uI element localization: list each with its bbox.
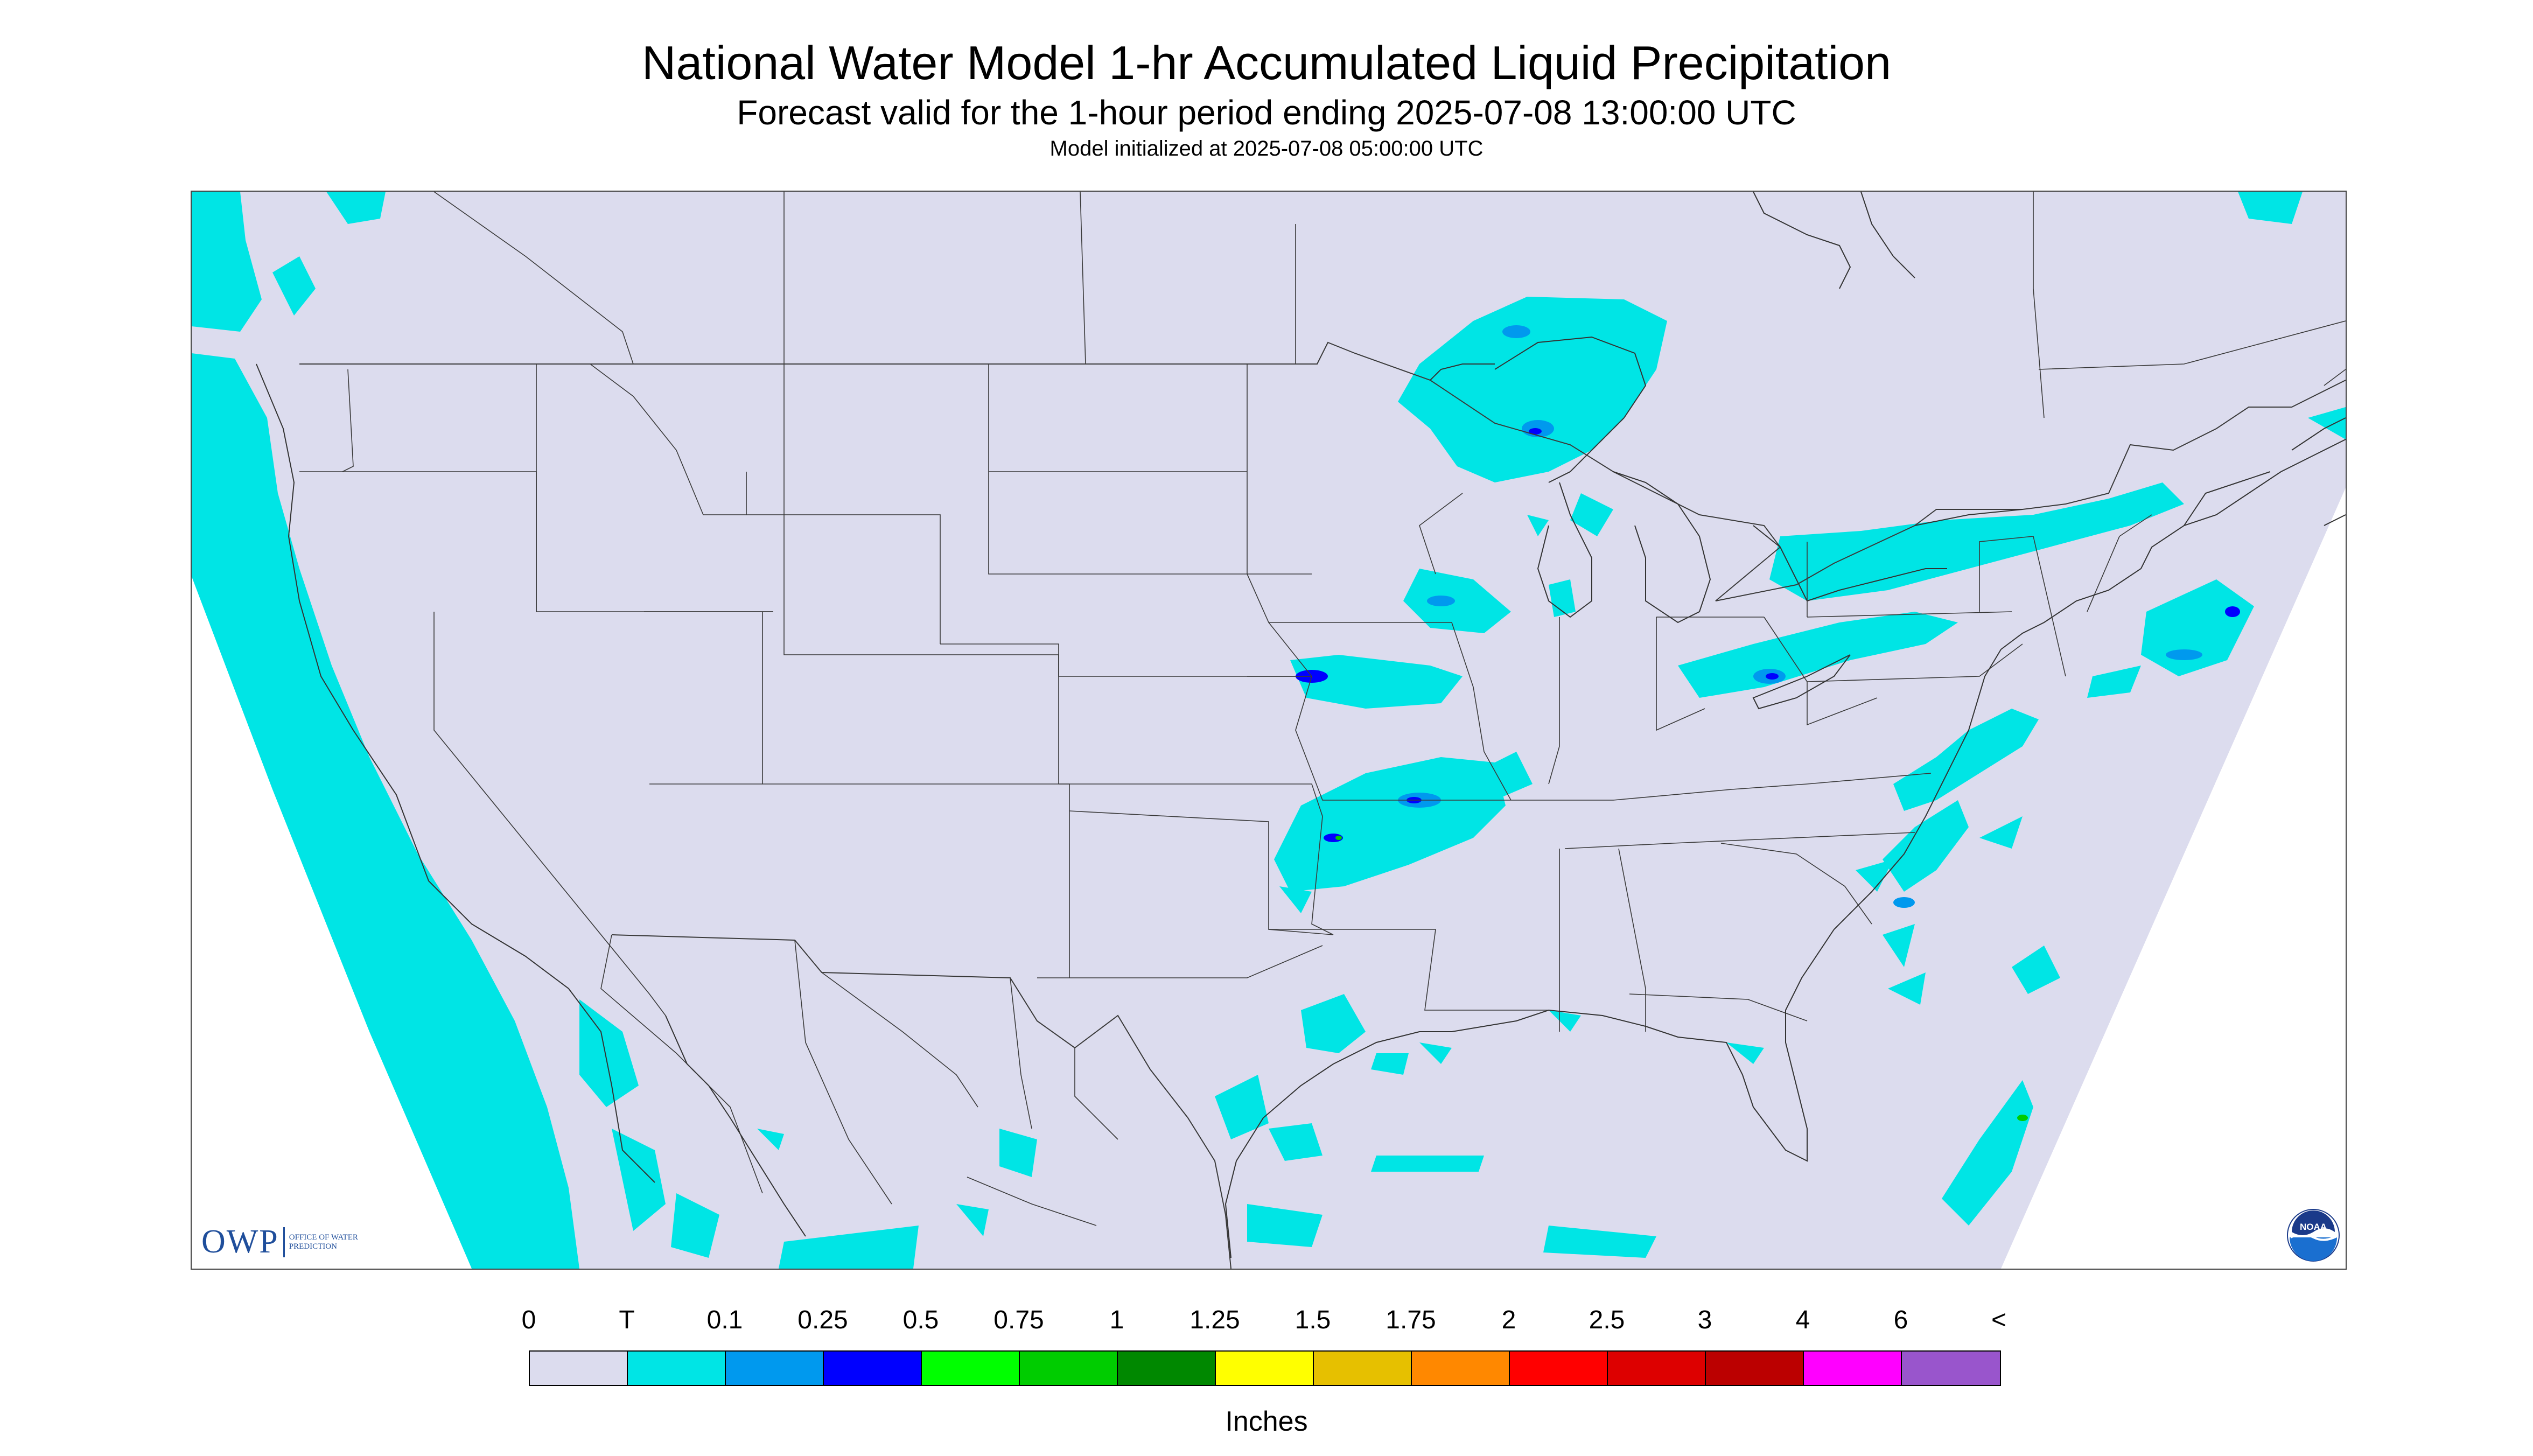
legend-label: 2: [1501, 1306, 1516, 1334]
legend-swatch: [1706, 1352, 1804, 1385]
legend-swatch: [1804, 1352, 1902, 1385]
forecast-valid-subtitle: Forecast valid for the 1-hour period end…: [737, 93, 1796, 132]
precip-arkansas-band: [1274, 757, 1506, 913]
legend-swatch: [726, 1352, 824, 1385]
legend-label: 0: [521, 1306, 536, 1334]
legend-label: 0.1: [706, 1306, 743, 1334]
legend-swatch: [922, 1352, 1020, 1385]
legend-label: <: [1991, 1306, 2007, 1334]
coastlines: [256, 192, 2346, 1258]
outside-domain-right: [2001, 488, 2346, 1269]
legend-label: 0.5: [902, 1306, 939, 1334]
map-title: National Water Model 1-hr Accumulated Li…: [641, 36, 1892, 89]
legend-swatch: [824, 1352, 922, 1385]
legend-label: 0.25: [797, 1306, 848, 1334]
owp-logo-letters: OWP: [201, 1223, 279, 1260]
model-init-caption: Model initialized at 2025-07-08 05:00:00…: [1049, 137, 1484, 160]
legend-swatch: [530, 1352, 628, 1385]
precip-lake-superior: [1398, 297, 1667, 617]
legend-swatch: [1412, 1352, 1510, 1385]
legend-label: 1: [1109, 1306, 1124, 1334]
legend-label: 4: [1795, 1306, 1810, 1334]
legend-label: 1.5: [1295, 1306, 1331, 1334]
legend-swatch: [1608, 1352, 1706, 1385]
legend-label: 3: [1697, 1306, 1712, 1334]
state-borders: [299, 192, 2346, 1226]
legend-swatch: [628, 1352, 726, 1385]
legend-label: 6: [1893, 1306, 1908, 1334]
owp-logo-name: Office of Water Prediction: [289, 1233, 358, 1251]
noaa-logo-icon: NOAA: [2287, 1209, 2340, 1262]
precipitation-map: OWP Office of Water Prediction NOAA: [191, 191, 2347, 1270]
legend-label: 1.75: [1386, 1306, 1436, 1334]
legend-swatch: [1118, 1352, 1216, 1385]
legend-swatch: [1020, 1352, 1118, 1385]
legend-swatch: [1510, 1352, 1608, 1385]
legend-label: 1.25: [1189, 1306, 1240, 1334]
precip-great-lakes-northeast: [1678, 192, 2346, 698]
precip-atlantic: [1856, 709, 2060, 1226]
legend-labels: 0 T 0.1 0.25 0.5 0.75 1 1.25 1.5 1.75 2 2.5 3 4 6 <: [0, 1305, 2533, 1338]
precip-gulf-coast: [757, 994, 1764, 1258]
precip-pacific-coast: [192, 192, 919, 1269]
legend-swatch: [1216, 1352, 1314, 1385]
legend-label: 2.5: [1589, 1306, 1625, 1334]
map-canvas: [192, 192, 2346, 1269]
noaa-logo-text: NOAA: [2300, 1222, 2327, 1232]
legend-swatch: [1314, 1352, 1412, 1385]
legend-swatch: [1902, 1352, 2000, 1385]
owp-logo: OWP Office of Water Prediction: [201, 1223, 365, 1261]
legend-label: 0.75: [993, 1306, 1044, 1334]
legend-label: T: [619, 1306, 635, 1334]
legend-colorbar: [529, 1350, 2001, 1386]
legend-units-label: Inches: [1225, 1406, 1308, 1437]
owp-logo-divider: [283, 1227, 285, 1257]
